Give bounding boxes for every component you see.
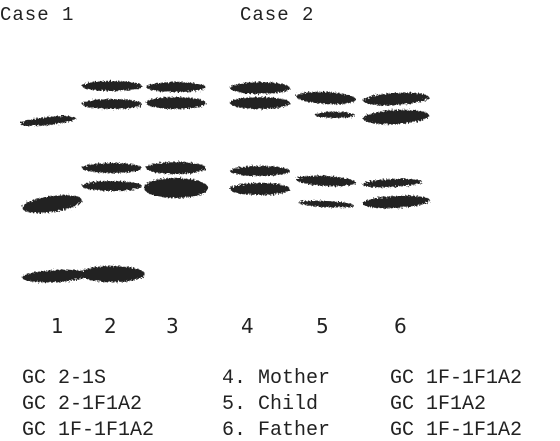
- legend-text: 5. Child: [222, 393, 318, 416]
- gel-image: [0, 0, 560, 300]
- case-label: Case 1: [0, 4, 74, 26]
- legend-text: GC 1F-1F1A2: [22, 419, 154, 441]
- case-label: Case 2: [240, 4, 314, 26]
- legend-text: 4. Mother: [222, 367, 330, 390]
- legend-text: GC 1F1A2: [390, 393, 486, 416]
- legend-text: GC 1F-1F1A2: [390, 367, 522, 390]
- lane-number: 6: [394, 314, 407, 338]
- lane-number: 2: [104, 314, 117, 338]
- legend-text: GC 1F-1F1A2: [390, 419, 522, 441]
- bands: [20, 81, 431, 284]
- lane-number: 4: [241, 314, 254, 338]
- lane-number: 3: [166, 314, 179, 338]
- legend-text: GC 2-1F1A2: [22, 393, 142, 416]
- figure: Case 1 Case 2 1 2 3 4 5 6 GC 2-1S 4. Mot…: [0, 0, 560, 441]
- legend-text: GC 2-1S: [22, 367, 106, 390]
- lane-number: 1: [51, 314, 64, 338]
- lane-number: 5: [316, 314, 329, 338]
- legend-text: 6. Father: [222, 419, 330, 441]
